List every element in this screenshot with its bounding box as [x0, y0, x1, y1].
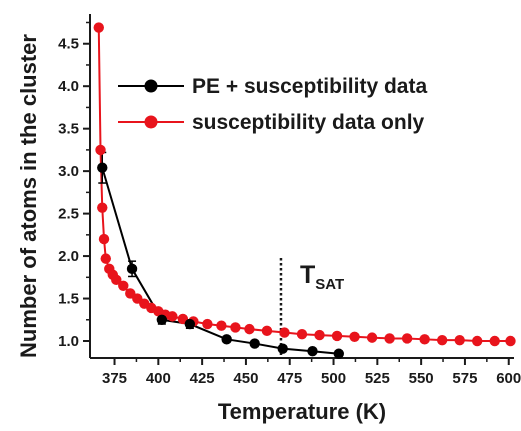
point-susceptibility-only [111, 274, 122, 286]
point-susceptibility-only [349, 331, 360, 342]
point-pe-susceptibility [184, 318, 196, 330]
x-tick-label: 475 [277, 370, 302, 387]
y-tick-label: 2.5 [58, 206, 79, 223]
x-tick-label: 500 [321, 370, 346, 387]
y-tick-label: 1.0 [58, 333, 79, 350]
ticks: 375 400 425 450 475 500 525 550 575 600 1.0 1.5 2.0 2… [58, 21, 521, 387]
point-susceptibility-only [366, 332, 378, 343]
x-tick-label: 550 [409, 370, 434, 387]
point-susceptibility-only [279, 327, 290, 338]
point-susceptibility-only [384, 333, 395, 344]
y-tick-label: 1.5 [58, 291, 79, 308]
plot-area [93, 22, 516, 359]
legend-marker-pe-susceptibility [144, 79, 158, 93]
point-susceptibility-only [97, 202, 108, 213]
legend-label-susceptibility-only: susceptibility data only [192, 111, 425, 134]
legend-label-pe-susceptibility: PE + susceptibility data [192, 75, 427, 98]
point-susceptibility-only [331, 330, 343, 342]
point-pe-susceptibility [221, 334, 232, 345]
point-susceptibility-only [454, 334, 465, 346]
tsat-subscript: SAT [315, 276, 344, 293]
x-tick-label: 575 [452, 370, 477, 387]
point-susceptibility-only [202, 318, 213, 330]
point-pe-susceptibility [333, 348, 344, 359]
point-susceptibility-only [167, 311, 178, 322]
point-susceptibility-only [472, 335, 483, 347]
point-susceptibility-only [261, 325, 273, 337]
point-pe-susceptibility [126, 263, 138, 275]
point-susceptibility-only [314, 329, 325, 341]
point-susceptibility-only [230, 322, 241, 333]
x-tick-label: 600 [496, 370, 521, 387]
y-axis-title: Number of atoms in the cluster [16, 34, 41, 358]
y-tick-label: 2.0 [58, 248, 79, 265]
point-susceptibility-only [95, 144, 106, 156]
point-susceptibility-only [118, 280, 129, 292]
point-pe-susceptibility [97, 162, 108, 173]
point-susceptibility-only [296, 329, 308, 340]
point-susceptibility-only [100, 253, 111, 264]
legend-marker-susceptibility-only [144, 115, 158, 129]
tsat-label: TSAT [300, 261, 344, 293]
x-tick-label: 400 [146, 370, 171, 387]
point-susceptibility-only [244, 323, 255, 335]
point-susceptibility-only [98, 233, 110, 245]
point-susceptibility-only [401, 333, 413, 344]
point-susceptibility-only [93, 22, 104, 33]
x-tick-label: 425 [190, 370, 215, 387]
x-tick-label: 375 [102, 370, 127, 387]
x-axis-title: Temperature (K) [218, 399, 386, 424]
point-susceptibility-only [505, 335, 516, 347]
x-tick-label: 450 [233, 370, 258, 387]
legend: PE + susceptibility data susceptibility d… [118, 75, 427, 134]
point-susceptibility-only [489, 335, 500, 347]
point-susceptibility-only [419, 334, 430, 345]
y-tick-label: 3.5 [58, 121, 79, 138]
point-susceptibility-only [216, 320, 227, 331]
point-pe-susceptibility [249, 338, 260, 349]
y-tick-label: 4.5 [58, 36, 79, 53]
point-pe-susceptibility [307, 346, 318, 357]
y-tick-label: 4.0 [58, 78, 79, 95]
x-tick-label: 525 [365, 370, 390, 387]
point-pe-susceptibility [156, 314, 168, 325]
point-pe-susceptibility [277, 343, 288, 354]
point-susceptibility-only [436, 334, 448, 346]
y-tick-label: 3.0 [58, 163, 79, 180]
